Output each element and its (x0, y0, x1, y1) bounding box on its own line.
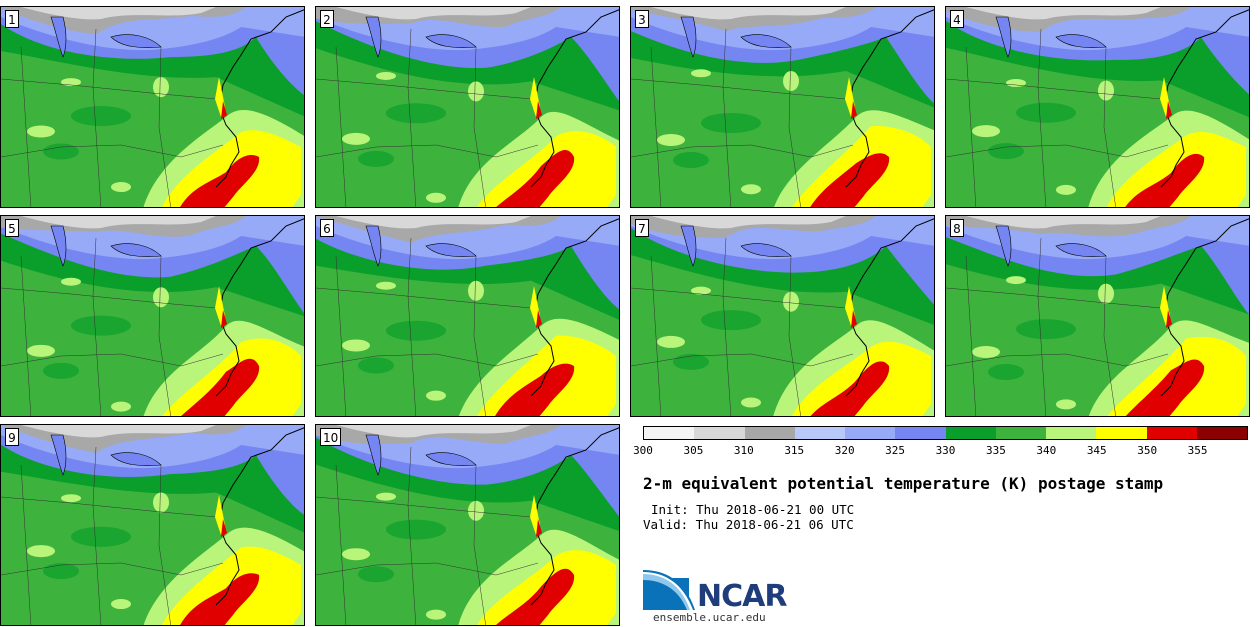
ensemble-member-panel: 9 (0, 424, 305, 626)
colorbar-tick: 305 (683, 444, 704, 457)
map-field (1, 425, 304, 625)
colorbar-segment (694, 427, 745, 439)
ensemble-member-panel: 10 (315, 424, 620, 626)
member-number-label: 2 (320, 10, 334, 28)
colorbar (643, 426, 1248, 440)
map-field (316, 7, 619, 207)
colorbar-tick: 355 (1187, 444, 1208, 457)
colorbar-tick-labels: 300 305 310 315 320 325 330 335 340 345 350 355 (633, 444, 1248, 458)
ensemble-member-panel: 1 (0, 6, 305, 208)
colorbar-segment (845, 427, 896, 439)
map-field (946, 216, 1249, 416)
valid-time: Valid: Thu 2018-06-21 06 UTC (643, 517, 854, 532)
ensemble-member-panel: 7 (630, 215, 935, 417)
member-number-label: 1 (5, 10, 19, 28)
ncar-wordmark: NCAR (697, 579, 787, 614)
colorbar-tick: 320 (834, 444, 855, 457)
ensemble-url: ensemble.ucar.edu (653, 611, 766, 624)
colorbar-segment (1096, 427, 1147, 439)
ncar-swoosh-icon (643, 570, 695, 610)
member-number-label: 9 (5, 428, 19, 446)
map-field (946, 7, 1249, 207)
colorbar-tick: 340 (1036, 444, 1057, 457)
member-number-label: 4 (950, 10, 964, 28)
ncar-logo (643, 570, 695, 614)
colorbar-segment (945, 427, 996, 439)
member-number-label: 5 (5, 219, 19, 237)
colorbar-tick: 315 (784, 444, 805, 457)
member-number-label: 7 (635, 219, 649, 237)
figure-title: 2-m equivalent potential temperature (K)… (643, 474, 1164, 493)
colorbar-tick: 335 (985, 444, 1006, 457)
ensemble-member-panel: 5 (0, 215, 305, 417)
ensemble-member-panel: 4 (945, 6, 1250, 208)
map-field (631, 7, 934, 207)
colorbar-tick: 300 (633, 444, 653, 457)
colorbar-segment (995, 427, 1046, 439)
colorbar-segment (1146, 427, 1197, 439)
map-field (631, 216, 934, 416)
colorbar-segment (644, 427, 695, 439)
colorbar-segment (794, 427, 845, 439)
colorbar-segment (1046, 427, 1097, 439)
ensemble-member-panel: 3 (630, 6, 935, 208)
colorbar-tick: 350 (1137, 444, 1158, 457)
colorbar-segment (1196, 427, 1247, 439)
ensemble-member-panel: 8 (945, 215, 1250, 417)
colorbar-tick: 345 (1086, 444, 1107, 457)
member-number-label: 3 (635, 10, 649, 28)
colorbar-segment (895, 427, 946, 439)
map-field (1, 216, 304, 416)
init-time: Init: Thu 2018-06-21 00 UTC (651, 502, 855, 517)
map-field (1, 7, 304, 207)
member-number-label: 10 (320, 428, 342, 446)
member-number-label: 8 (950, 219, 964, 237)
colorbar-tick: 310 (733, 444, 754, 457)
colorbar-tick: 330 (935, 444, 956, 457)
map-field (316, 216, 619, 416)
map-field (316, 425, 619, 625)
ensemble-member-panel: 6 (315, 215, 620, 417)
ensemble-member-panel: 2 (315, 6, 620, 208)
member-number-label: 6 (320, 219, 334, 237)
colorbar-tick: 325 (885, 444, 906, 457)
colorbar-segment (744, 427, 795, 439)
